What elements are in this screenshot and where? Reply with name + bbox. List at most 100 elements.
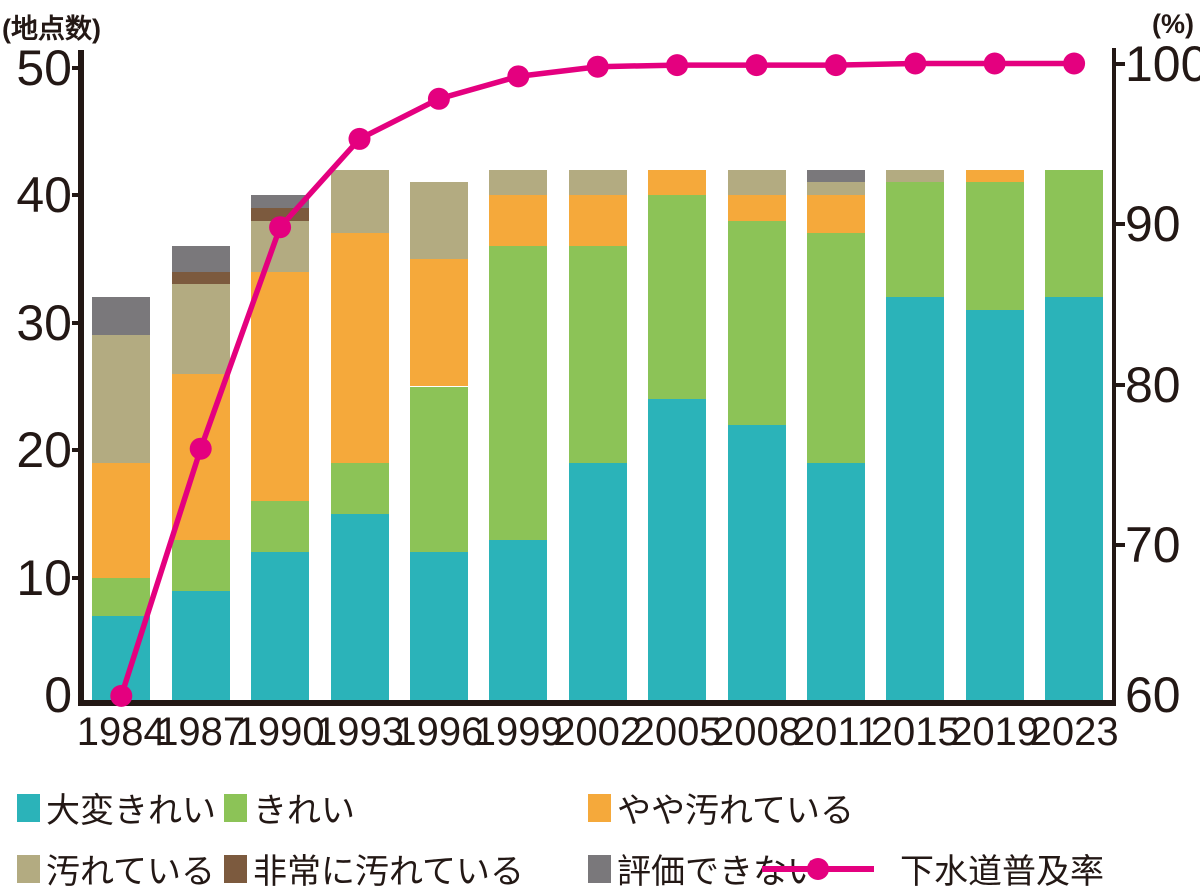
x-axis-year-label: 2023: [1029, 710, 1119, 754]
bar-segment-1993-series3: [330, 169, 389, 234]
bar-segment-2002-series1: [568, 246, 627, 464]
bar-segment-1999-series2: [489, 195, 548, 247]
x-axis-year-label: 2019: [950, 710, 1040, 754]
bar-segment-1999-series3: [489, 169, 548, 196]
bar-segment-2019-series1: [965, 182, 1024, 310]
x-axis-year-label: 2015: [870, 710, 960, 754]
legend-item-0: 大変きれい: [17, 783, 216, 832]
bar-segment-1987-series2: [171, 373, 230, 540]
bar-segment-1990-series2: [251, 271, 310, 502]
left-axis-tick-label: 20: [16, 422, 72, 479]
left-axis-tick-label: 0: [44, 666, 72, 723]
right-axis-line: [1111, 48, 1116, 706]
line-point-2002: [586, 55, 609, 78]
legend-item-3: 汚れている: [17, 844, 215, 893]
legend-item-line: 下水道普及率: [762, 844, 1104, 893]
bar-segment-2002-series0: [568, 463, 627, 706]
bar-segment-2011-series2: [806, 195, 865, 234]
bar-segment-1984-series1: [92, 577, 151, 617]
right-axis-tick-label: 90: [1125, 196, 1181, 252]
bar-segment-1990-series1: [251, 501, 310, 553]
line-point-1996: [427, 87, 450, 110]
legend-item-2: やや汚れている: [588, 783, 854, 832]
bar-segment-2011-series3: [806, 182, 865, 196]
legend-swatch-icon: [224, 793, 247, 822]
bar-segment-2008-series0: [727, 424, 786, 706]
bar-segment-1996-series0: [409, 552, 468, 706]
x-axis-baseline: [78, 700, 1116, 706]
line-point-2008: [745, 54, 768, 77]
bar-segment-1990-series5: [251, 195, 310, 208]
bar-segment-1996-series2: [409, 258, 468, 387]
right-axis-tickmark: [1116, 382, 1125, 387]
bar-segment-2015-series1: [886, 182, 945, 298]
bar-segment-1984-series3: [92, 335, 151, 464]
x-axis-year-label: 1987: [156, 710, 246, 754]
bar-segment-1987-series0: [171, 590, 230, 706]
legend-swatch-icon: [17, 854, 40, 883]
left-axis-unit-label: (地点数): [2, 14, 101, 44]
left-axis-tick-label: 30: [16, 294, 72, 351]
legend-item-1: きれい: [224, 783, 355, 832]
right-axis-tick-label: 100: [1125, 35, 1200, 92]
bar-segment-1990-series3: [251, 220, 310, 272]
right-axis-tick-label: 70: [1125, 517, 1181, 573]
legend-label: やや汚れている: [617, 792, 854, 830]
right-axis-unit-label: (%): [1152, 9, 1194, 39]
line-point-2011: [824, 54, 847, 77]
legend-line-dot: [807, 857, 829, 880]
legend-label: 評価できない: [617, 853, 821, 891]
legend-swatch-icon: [588, 854, 611, 883]
legend-label: 下水道普及率: [900, 853, 1104, 891]
bar-segment-1993-series2: [330, 233, 389, 464]
line-point-2015: [904, 52, 927, 75]
legend-label: 大変きれい: [46, 792, 216, 830]
bar-segment-1990-series4: [251, 207, 310, 221]
left-axis-tick-label: 40: [16, 167, 72, 224]
bar-segment-1999-series0: [489, 539, 548, 706]
right-axis-tick-label: 60: [1125, 666, 1181, 723]
x-axis-year-label: 1993: [315, 710, 404, 754]
left-axis-tickmark: [72, 65, 81, 70]
bar-segment-2011-series5: [806, 169, 865, 183]
line-point-1999: [507, 65, 530, 88]
bar-segment-2005-series1: [648, 195, 707, 400]
left-axis-tickmark: [72, 575, 81, 580]
x-axis-year-label: 1999: [473, 710, 563, 754]
legend-item-5: 評価できない: [588, 844, 821, 893]
bar-segment-1987-series1: [171, 539, 230, 591]
bar-segment-1984-series5: [92, 297, 151, 336]
line-point-2005: [666, 54, 689, 77]
bar-segment-2002-series2: [568, 195, 627, 247]
bar-segment-2023-series0: [1045, 297, 1104, 706]
bar-segment-1987-series5: [171, 246, 230, 272]
bar-segment-1996-series1: [409, 386, 468, 553]
left-axis-tickmark: [72, 193, 81, 198]
left-axis-tickmark: [72, 320, 81, 325]
bar-segment-2008-series1: [727, 220, 786, 425]
bar-segment-2019-series2: [965, 169, 1024, 183]
left-axis-line: [78, 50, 84, 706]
bar-segment-1993-series1: [330, 463, 389, 515]
line-point-1993: [348, 127, 371, 150]
x-axis-year-label: 2008: [712, 710, 801, 754]
x-axis-year-label: 1990: [235, 710, 325, 754]
right-axis-tickmark: [1116, 61, 1125, 66]
bar-segment-2002-series3: [568, 169, 627, 196]
x-axis-year-label: 1996: [394, 710, 484, 754]
legend-label: きれい: [253, 792, 355, 830]
bar-segment-1990-series0: [251, 552, 310, 706]
bar-segment-2008-series2: [727, 195, 786, 221]
left-axis-tick-label: 10: [16, 549, 72, 606]
bar-segment-2015-series0: [886, 297, 945, 706]
right-axis-tickmark: [1116, 543, 1125, 547]
legend-item-4: 非常に汚れている: [224, 844, 524, 893]
bar-segment-1987-series4: [171, 271, 230, 285]
x-axis-year-label: 2005: [632, 710, 722, 754]
bar-segment-1984-series0: [92, 616, 151, 706]
left-axis-tick-label: 50: [16, 39, 72, 96]
bar-segment-1996-series3: [409, 182, 468, 259]
bar-segment-2019-series0: [965, 309, 1024, 706]
x-axis-year-label: 1984: [76, 710, 166, 754]
